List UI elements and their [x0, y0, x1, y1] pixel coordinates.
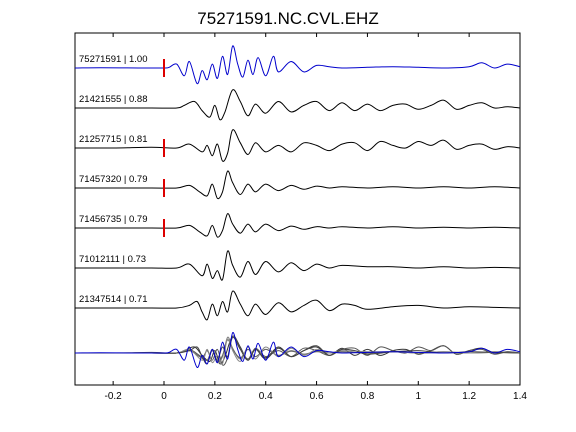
trace-label: 21347514 | 0.71: [79, 294, 148, 305]
x-tick-label: 1.2: [462, 391, 476, 402]
x-tick-label: 0.6: [310, 391, 324, 402]
x-tick-label: 0.4: [259, 391, 273, 402]
trace-71012111: [75, 250, 521, 281]
plot-area: [74, 32, 521, 386]
overlay-trace-75271591: [74, 332, 521, 368]
x-tick-label: 0.2: [208, 391, 222, 402]
chart-title: 75271591.NC.CVL.EHZ: [197, 9, 378, 28]
trace-label: 71012111 | 0.73: [79, 254, 146, 265]
trace-21257715: [74, 129, 521, 162]
x-tick-label: 1: [416, 391, 422, 402]
trace-label: 75271591 | 1.00: [79, 54, 148, 65]
trace-stack: [74, 45, 521, 321]
x-axis: -0.2 0 0.2 0.4 0.6 0.8 1 1.2 1.4: [105, 33, 527, 402]
trace-labels: 75271591 | 1.00 21421555 | 0.88 21257715 |…: [79, 54, 148, 305]
trace-label: 71457320 | 0.79: [79, 174, 148, 185]
overlay-stack: [74, 332, 521, 368]
trace-21347514: [74, 290, 521, 321]
trace-label: 21257715 | 0.81: [79, 134, 148, 145]
x-tick-label: 0.8: [360, 391, 374, 402]
trace-21421555: [74, 89, 521, 121]
trace-71457320: [75, 170, 521, 200]
trace-71456735: [75, 213, 521, 238]
x-tick-label: -0.2: [105, 391, 123, 402]
trace-75271591: [74, 45, 521, 85]
x-tick-label: 1.4: [513, 391, 527, 402]
trace-label: 21421555 | 0.88: [79, 94, 148, 105]
trace-label: 71456735 | 0.79: [79, 214, 148, 225]
x-tick-label: 0: [161, 391, 167, 402]
